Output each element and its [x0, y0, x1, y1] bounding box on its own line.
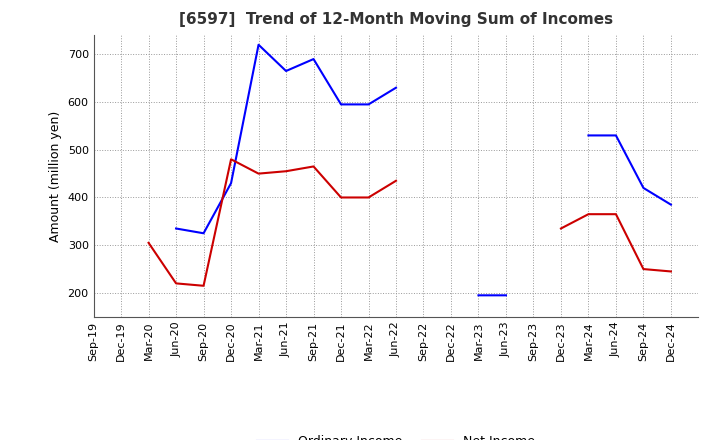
Net Income [144, 240, 153, 246]
Ordinary Income [364, 102, 373, 107]
Net Income [172, 281, 181, 286]
Net Income [254, 171, 263, 176]
Ordinary Income [392, 85, 400, 90]
Ordinary Income [584, 133, 593, 138]
Net Income [227, 157, 235, 162]
Line: Ordinary Income: Ordinary Income [121, 45, 671, 295]
Net Income [337, 195, 346, 200]
Line: Net Income: Net Income [148, 159, 671, 324]
Ordinary Income [282, 68, 290, 73]
Ordinary Income [474, 293, 483, 298]
Net Income [667, 269, 675, 274]
Ordinary Income [199, 231, 208, 236]
Net Income [502, 321, 510, 326]
Net Income [364, 195, 373, 200]
Net Income [282, 169, 290, 174]
Legend: Ordinary Income, Net Income: Ordinary Income, Net Income [252, 430, 540, 440]
Ordinary Income [611, 133, 620, 138]
Net Income [392, 178, 400, 183]
Net Income [611, 212, 620, 217]
Ordinary Income [172, 226, 181, 231]
Ordinary Income [254, 42, 263, 48]
Y-axis label: Amount (million yen): Amount (million yen) [49, 110, 62, 242]
Ordinary Income [309, 56, 318, 62]
Ordinary Income [502, 293, 510, 298]
Net Income [639, 267, 648, 272]
Net Income [584, 212, 593, 217]
Ordinary Income [667, 202, 675, 207]
Net Income [199, 283, 208, 288]
Net Income [309, 164, 318, 169]
Ordinary Income [117, 164, 125, 169]
Net Income [557, 226, 565, 231]
Title: [6597]  Trend of 12-Month Moving Sum of Incomes: [6597] Trend of 12-Month Moving Sum of I… [179, 12, 613, 27]
Ordinary Income [227, 180, 235, 186]
Ordinary Income [337, 102, 346, 107]
Ordinary Income [639, 185, 648, 191]
